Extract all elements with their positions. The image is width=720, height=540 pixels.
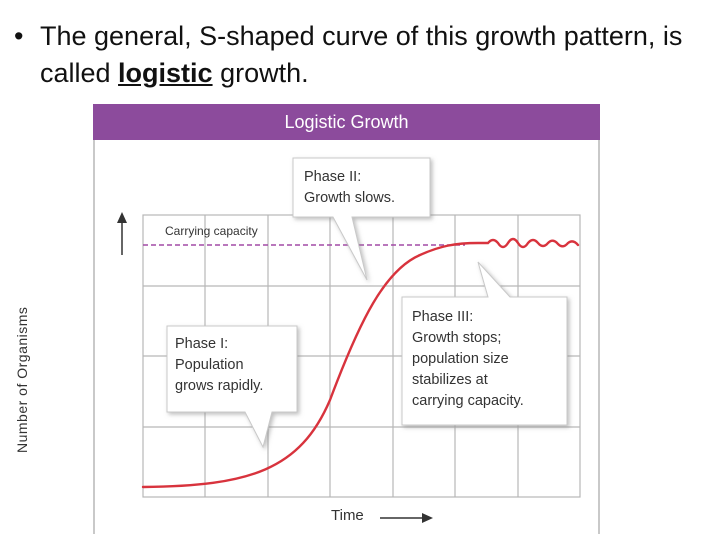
carrying-capacity-label: Carrying capacity: [165, 224, 258, 238]
y-axis-arrow: [117, 212, 127, 255]
callout-line: population size: [412, 351, 509, 367]
slide-bullet-text: • The general, S-shaped curve of this gr…: [14, 18, 704, 92]
sentence-end: growth.: [212, 58, 309, 88]
y-axis-label: Number of Organisms: [14, 306, 30, 453]
callout-phase1: Phase I: Population grows rapidly.: [175, 334, 263, 397]
figure-border-left: [93, 140, 95, 534]
logistic-term: logistic: [118, 58, 213, 88]
callout-phase3: Phase III: Growth stops; population size…: [412, 307, 524, 412]
x-axis-arrow: [380, 513, 433, 523]
logistic-curve: [141, 237, 580, 489]
callout-line: Phase III:: [412, 309, 474, 325]
callout-phase3-box: [401, 261, 568, 426]
bullet-sentence: The general, S-shaped curve of this grow…: [40, 18, 704, 92]
callout-phase1-box: [166, 325, 298, 449]
figure-title: Logistic Growth: [93, 104, 600, 140]
bullet-marker: •: [14, 21, 24, 51]
callout-line: carrying capacity.: [412, 393, 524, 409]
callout-line: grows rapidly.: [175, 378, 264, 394]
callout-line: Population: [175, 357, 244, 373]
sentence-start: The general, S-shaped curve of this grow…: [40, 21, 683, 88]
callout-phase2: Phase II: Growth slows.: [304, 167, 395, 209]
callout-line: Phase I:: [175, 336, 229, 352]
callout-line: Growth stops;: [412, 330, 502, 346]
figure-border-right: [598, 140, 600, 534]
x-axis-label: Time: [331, 507, 364, 524]
callout-line: stabilizes at: [412, 372, 488, 388]
callout-phase2-box: [292, 157, 431, 281]
callout-line: Growth slows.: [304, 190, 396, 206]
callout-line: Phase II:: [304, 169, 362, 185]
